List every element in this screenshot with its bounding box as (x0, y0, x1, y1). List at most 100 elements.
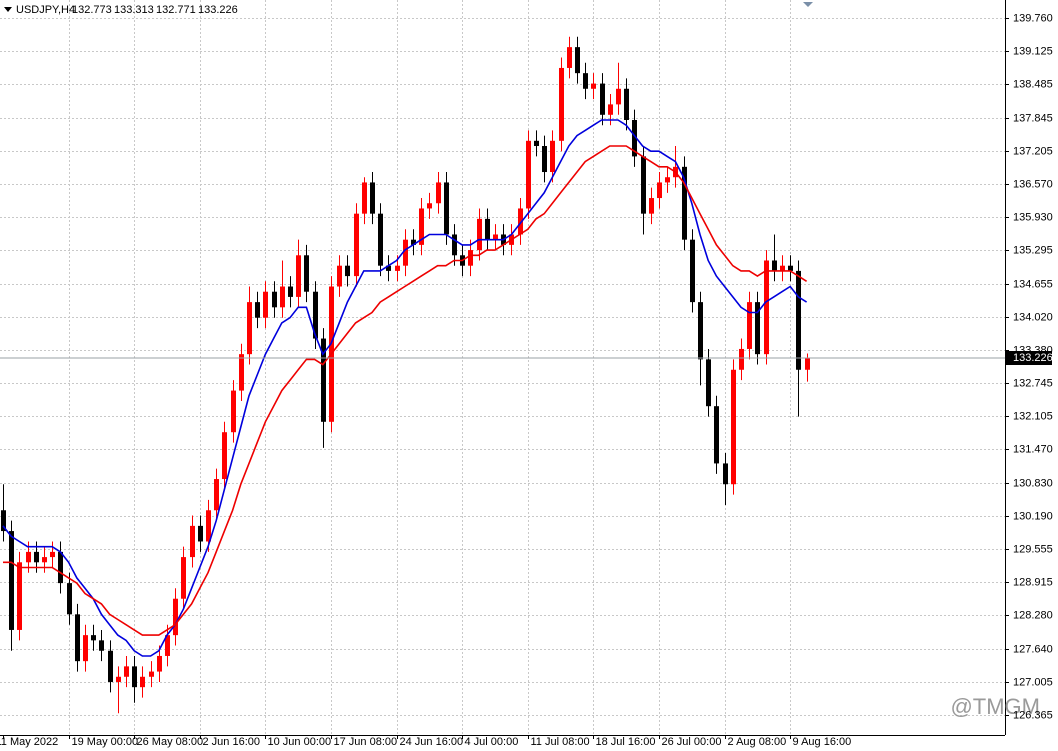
candle-body (140, 676, 145, 688)
candle-body (608, 104, 613, 115)
y-tick-label: 135.930 (1013, 211, 1053, 223)
candle-body (272, 291, 277, 308)
candle-body (698, 302, 703, 360)
candle-body (17, 562, 22, 630)
y-tick-label: 128.280 (1013, 609, 1053, 621)
y-tick-label: 136.570 (1013, 178, 1053, 190)
candle-body (796, 270, 801, 370)
candle-body (263, 291, 268, 318)
y-tick-label: 127.005 (1013, 676, 1053, 688)
candle-body (239, 354, 244, 391)
candle-body (526, 140, 531, 209)
candle-body (682, 166, 687, 240)
candle-body (83, 635, 88, 662)
y-tick-label: 137.845 (1013, 112, 1053, 124)
candle-body (518, 208, 523, 235)
y-tick-label: 129.555 (1013, 543, 1053, 555)
candle-body (75, 614, 80, 662)
candle-body (304, 255, 309, 292)
candle-body (386, 265, 391, 271)
candle-body (354, 213, 359, 277)
candle-body (706, 359, 711, 407)
candle-body (534, 140, 539, 147)
candle-body (559, 67, 564, 141)
candle-body (780, 265, 785, 271)
candle-body (58, 551, 63, 584)
candle-body (444, 182, 449, 235)
y-tick-label: 128.915 (1013, 576, 1053, 588)
x-tick-label: 17 Jun 08:00 (334, 736, 398, 748)
x-tick-label: 24 Jun 16:00 (400, 736, 464, 748)
y-tick-label: 139.125 (1013, 45, 1053, 57)
y-tick-label: 132.745 (1013, 377, 1053, 389)
y-tick-label: 130.190 (1013, 510, 1053, 522)
x-tick-label: 11 May 2022 (0, 736, 58, 748)
candle-body (427, 203, 432, 209)
moving-average (2, 119, 808, 657)
candle-body (493, 234, 498, 240)
candle-body (362, 182, 367, 214)
header-icon (4, 7, 12, 12)
moving-average (3, 145, 808, 636)
grid (0, 0, 1005, 735)
watermark: @TMGM (950, 694, 1040, 719)
y-tick-label: 134.020 (1013, 311, 1053, 323)
candle-body (575, 47, 580, 74)
symbol: USDJPY,H4 (16, 4, 75, 16)
candle-body (632, 119, 637, 157)
candle-body (50, 551, 55, 558)
candle-body (26, 551, 31, 563)
candle-body (485, 218, 490, 240)
candle-body (788, 265, 793, 271)
candle-body (231, 390, 236, 433)
candle-body (124, 666, 129, 677)
candle-body (370, 182, 375, 214)
candle-body (739, 348, 744, 370)
y-tick-label: 127.640 (1013, 643, 1053, 655)
candle-body (313, 291, 318, 339)
candle-body (9, 531, 14, 630)
candle-body (157, 655, 162, 672)
candle-body (34, 551, 39, 563)
candle-body (542, 146, 547, 173)
candle-body (772, 260, 777, 271)
y-tick-label: 135.295 (1013, 244, 1053, 256)
header-close: 133.226 (198, 4, 238, 16)
candle-body (91, 635, 96, 641)
candle-body (1, 510, 6, 532)
candle-body (755, 302, 760, 355)
x-tick-label: 18 Jul 16:00 (596, 736, 656, 748)
x-tick-label: 2 Aug 08:00 (728, 736, 787, 748)
candle-body (550, 140, 555, 173)
y-tick-label: 139.760 (1013, 12, 1053, 24)
candle-body (108, 650, 113, 682)
candle-body (42, 557, 47, 563)
current-price-label: 133.226 (1013, 352, 1053, 364)
candle-body (378, 213, 383, 266)
x-tick-label: 2 Jun 16:00 (203, 736, 261, 748)
y-tick-label: 138.485 (1013, 78, 1053, 90)
x-tick-label: 11 Jul 08:00 (531, 736, 590, 748)
candle-body (567, 47, 572, 68)
candle-body (214, 479, 219, 511)
current-price-box (1006, 351, 1052, 366)
y-tick-label: 137.205 (1013, 145, 1053, 157)
candle-body (173, 598, 178, 636)
candle-body (665, 177, 670, 183)
candle-body (723, 463, 728, 485)
y-tick-label: 126.365 (1013, 709, 1053, 721)
candle-body (296, 255, 301, 297)
candle-body (805, 358, 810, 370)
candle-body (764, 260, 769, 355)
candle-body (624, 88, 629, 120)
candle-body (452, 234, 457, 256)
candle-body (411, 239, 416, 245)
candle-body (419, 208, 424, 245)
candle-body (149, 671, 154, 677)
x-tick-label: 10 Jun 00:00 (268, 736, 332, 748)
plot (0, 36, 1005, 714)
candle-body (222, 432, 227, 480)
candle-body (181, 557, 186, 599)
candle-body (255, 302, 260, 318)
